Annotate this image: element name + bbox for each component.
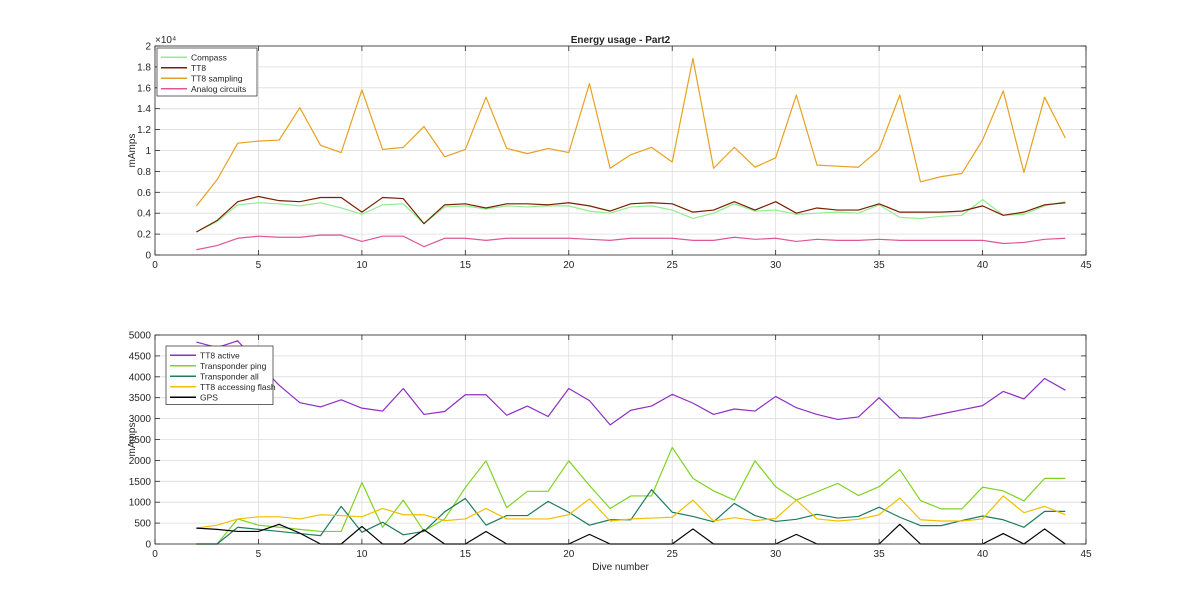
x-tick-label: 0 (152, 549, 158, 560)
x-tick-label: 25 (667, 549, 679, 560)
x-tick-label: 30 (770, 549, 782, 560)
legend-label: GPS (200, 392, 218, 402)
y-tick-label: 1.8 (137, 62, 151, 73)
y-tick-label: 0.6 (137, 188, 151, 199)
series-line-tt8-sampling (195, 57, 1066, 207)
legend-label: TT8 (191, 63, 206, 73)
x-tick-label: 40 (977, 260, 989, 271)
x-axis-label: Dive number (592, 562, 649, 573)
chart-component-usage: 0 5 10 15 20 25 30 35 40 45 0 500 1000 1500 2000 2500 30… (127, 331, 1092, 574)
x-tick-label: 15 (460, 260, 472, 271)
series-line-transponder-all (196, 489, 1066, 545)
legend-label: Transponder all (200, 371, 259, 381)
x-tick-label: 35 (874, 549, 886, 560)
series-lines (195, 57, 1066, 251)
y-tick-label: 1.4 (137, 104, 151, 115)
x-tick-label: 35 (874, 260, 886, 271)
x-tick-label: 25 (667, 260, 679, 271)
x-tick-label: 0 (152, 260, 158, 271)
y-tick-label: 0 (145, 251, 151, 262)
series-line-tt8-accessing-flash (196, 495, 1066, 529)
legend-box (165, 345, 274, 405)
y-tick-label: 1.2 (137, 125, 151, 136)
legend-label: Analog circuits (191, 84, 246, 94)
y-tick-label: 0.8 (137, 167, 151, 178)
x-tick-label: 10 (356, 549, 368, 560)
y-tick-label: 0.4 (137, 209, 151, 220)
legend-label: TT8 active (200, 350, 240, 360)
x-tick-label: 5 (256, 260, 262, 271)
y-axis-label: mAmps (127, 423, 138, 457)
x-tick-label: 45 (1080, 260, 1092, 271)
y-axis-label: mAmps (127, 134, 138, 168)
x-tick-label: 10 (356, 260, 368, 271)
x-tick-label: 45 (1080, 549, 1092, 560)
legend-label: TT8 sampling (191, 73, 243, 83)
y-tick-label: 500 (134, 519, 151, 530)
y-tick-label: 4500 (129, 351, 152, 362)
y-tick-label: 2 (145, 42, 151, 53)
y-tick-label: 2500 (129, 435, 152, 446)
axis-ticks: 0 5 10 15 20 25 30 35 40 45 0 500 1000 1500 2000 2500 30… (129, 331, 1092, 561)
y-tick-label: 1000 (129, 498, 152, 509)
legend-label: Transponder ping (200, 361, 267, 371)
y-tick-label: 3500 (129, 393, 152, 404)
y-tick-label: 1.6 (137, 83, 151, 94)
series-line-transponder-ping (196, 446, 1066, 545)
x-tick-label: 20 (563, 260, 575, 271)
y-tick-label: 4000 (129, 372, 152, 383)
y-tick-label: 1 (145, 146, 151, 157)
legend-label: TT8 accessing flash (200, 382, 276, 392)
y-tick-label: 0 (145, 540, 151, 551)
series-line-analog-circuits (196, 234, 1066, 251)
series-line-tt8 (196, 195, 1066, 233)
y-tick-label: 1500 (129, 477, 152, 488)
x-tick-label: 20 (563, 549, 575, 560)
y-tick-label: 0.2 (137, 230, 151, 241)
x-tick-label: 40 (977, 549, 989, 560)
x-tick-label: 5 (256, 549, 262, 560)
series-line-compass (196, 199, 1066, 233)
legend-box (156, 47, 258, 97)
x-tick-label: 30 (770, 260, 782, 271)
y-tick-label: 5000 (129, 331, 152, 342)
x-tick-label: 15 (460, 549, 472, 560)
chart-title: Energy usage - Part2 (571, 35, 671, 46)
y-axis-exponent: ×10⁴ (155, 35, 176, 46)
y-tick-label: 3000 (129, 414, 152, 425)
chart-energy-usage: 0 5 10 15 20 25 30 35 40 45 0 0.2 0.4 0.6 0.8 1 1.2 1.4 1.… (127, 35, 1092, 271)
legend-label: Compass (191, 52, 227, 62)
series-line-tt8-active (196, 340, 1066, 426)
y-tick-label: 2000 (129, 456, 152, 467)
